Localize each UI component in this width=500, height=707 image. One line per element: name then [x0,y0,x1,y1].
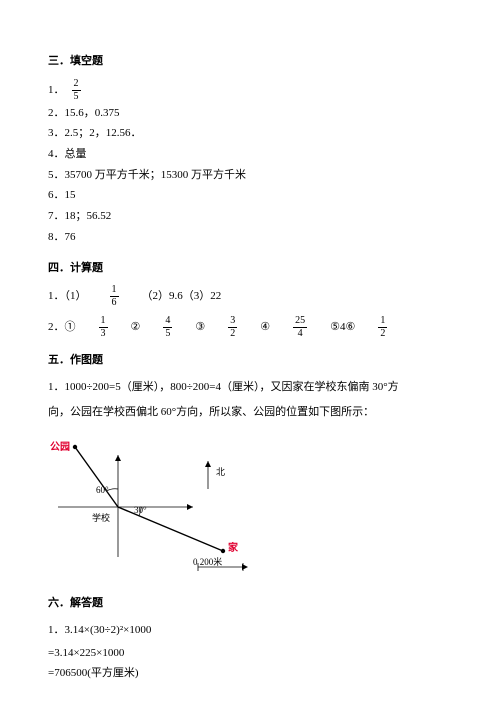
s4-f4d: 4 [293,328,307,339]
s6-l3: =706500(平方厘米) [48,664,452,683]
s3-1-den: 5 [72,91,81,102]
label-angle30: 30° [134,503,147,518]
s4-sep4: ④ [260,318,270,337]
s4-r1-den: 6 [110,297,119,308]
label-home: 家 [228,540,238,557]
s6-l1: 1．3.14×(30÷2)²×1000 [48,621,452,640]
s3-1-frac: 2 5 [72,79,81,102]
s3-item5: 5．35700 万平方千米；15300 万平方千米 [48,166,452,185]
s4-f6d: 2 [378,328,387,339]
s4-f2: 4 5 [163,316,172,339]
s3-item4: 4．总量 [48,145,452,164]
s3-item3: 3．2.5；2，12.56． [48,124,452,143]
section-6-title: 六．解答题 [48,594,452,613]
position-diagram: 公园 学校 家 北 60° 30° 0 200米 [48,427,268,582]
s4-r1-num: 1 [110,285,119,297]
label-angle60: 60° [96,483,109,498]
section-4-title: 四．计算题 [48,259,452,278]
s4-f1d: 3 [99,328,108,339]
s4-f1n: 1 [99,316,108,328]
s4-f6n: 1 [378,316,387,328]
s4-row1: 1．（1） 1 6 （2）9.6（3）22 [48,285,452,308]
s4-f2d: 5 [163,328,172,339]
s3-1-prefix: 1． [48,81,65,100]
s4-r2-prefix: 2．① [48,318,76,337]
s6-l2: =3.14×225×1000 [48,644,452,663]
s4-f4n: 25 [293,316,307,328]
s4-sep2: ② [131,318,141,337]
label-scale: 0 200米 [193,555,222,570]
s4-f3d: 2 [228,328,237,339]
s3-item2: 2．15.6，0.375 [48,104,452,123]
s3-item7: 7．18；56.52 [48,207,452,226]
label-park: 公园 [50,439,70,456]
s4-sep3: ③ [195,318,205,337]
s4-sep56: ⑤4⑥ [330,318,355,337]
s4-row2: 2．① 1 3 ② 4 5 ③ 3 2 ④ 25 4 ⑤4⑥ 1 2 [48,316,452,339]
s4-f1: 1 3 [99,316,108,339]
s4-f6: 1 2 [378,316,387,339]
s5-para1: 1．1000÷200=5（厘米），800÷200=4（厘米），又因家在学校东偏南… [48,378,452,397]
s3-item8: 8．76 [48,228,452,247]
s4-f2n: 4 [163,316,172,328]
s3-item6: 6．15 [48,186,452,205]
s5-para2: 向，公园在学校西偏北 60°方向，所以家、公园的位置如下图所示： [48,403,452,422]
label-north: 北 [216,465,225,480]
s4-f3: 3 2 [228,316,237,339]
s4-r1-frac: 1 6 [110,285,119,308]
section-3-title: 三．填空题 [48,52,452,71]
s3-item1: 1． 2 5 [48,79,452,102]
s4-f4: 25 4 [293,316,307,339]
section-5-title: 五．作图题 [48,351,452,370]
s4-r1-mid: （2）9.6（3）22 [142,287,222,306]
label-school: 学校 [92,511,110,526]
s3-1-num: 2 [72,79,81,91]
s4-f3n: 3 [228,316,237,328]
s4-r1-prefix: 1．（1） [48,287,87,306]
